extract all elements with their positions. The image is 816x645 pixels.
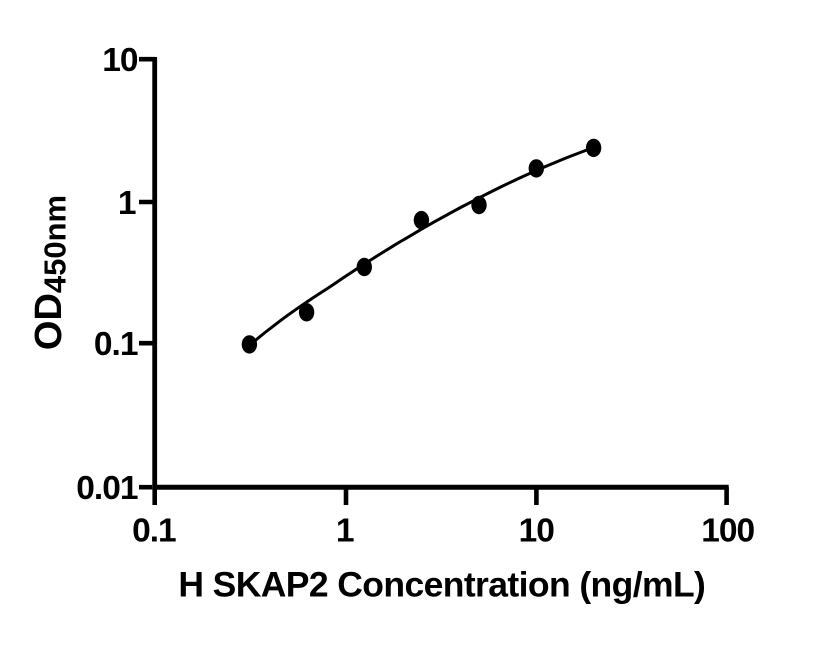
- svg-text:0.01: 0.01: [76, 470, 138, 507]
- svg-text:10: 10: [519, 513, 555, 550]
- svg-text:1: 1: [336, 513, 354, 550]
- svg-text:H SKAP2 Concentration (ng/mL): H SKAP2 Concentration (ng/mL): [178, 565, 705, 605]
- svg-text:1: 1: [118, 185, 136, 222]
- svg-text:0.1: 0.1: [132, 513, 176, 550]
- svg-text:10: 10: [102, 42, 138, 79]
- svg-text:0.1: 0.1: [94, 326, 138, 363]
- svg-text:OD450nm: OD450nm: [28, 195, 73, 350]
- svg-text:100: 100: [701, 513, 754, 550]
